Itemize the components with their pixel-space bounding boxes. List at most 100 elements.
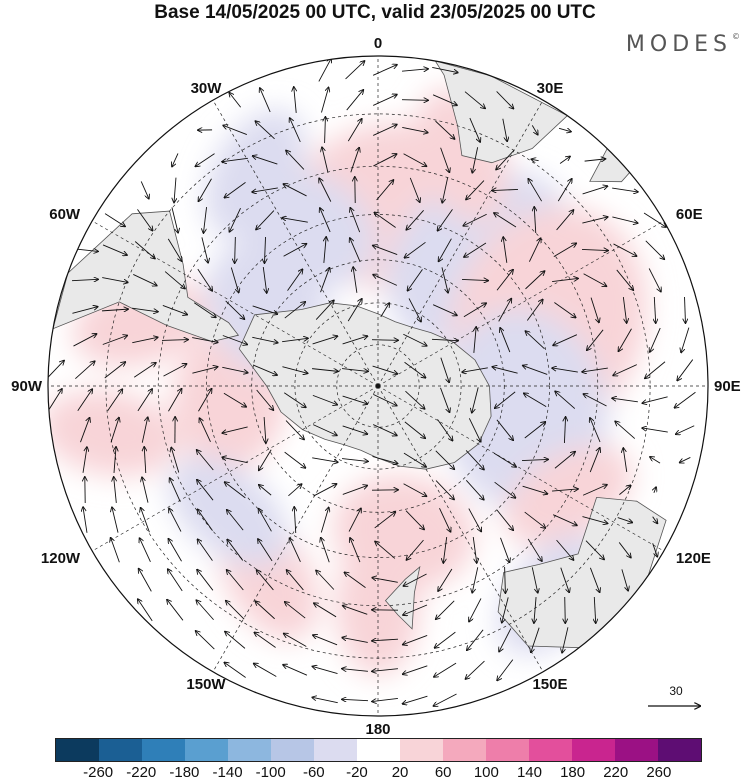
wind-vector bbox=[197, 268, 212, 291]
wind-vector bbox=[404, 421, 425, 438]
map-disc bbox=[48, 56, 708, 716]
wind-vector bbox=[582, 485, 607, 496]
wind-vector bbox=[557, 179, 571, 202]
wind-vector bbox=[594, 596, 595, 623]
meridian-line bbox=[377, 220, 664, 387]
meridian-line bbox=[377, 385, 664, 552]
wind-vector bbox=[198, 389, 211, 412]
wind-vector bbox=[315, 300, 334, 320]
wind-vector bbox=[645, 361, 666, 379]
wind-vector bbox=[552, 489, 578, 491]
wind-vector bbox=[523, 366, 548, 375]
anomaly-shading bbox=[48, 88, 648, 676]
wind-vector bbox=[257, 570, 274, 591]
meridian-label: 150E bbox=[532, 676, 567, 693]
wind-vector bbox=[503, 237, 508, 263]
wind-vector bbox=[622, 297, 626, 323]
wind-vector bbox=[347, 299, 362, 322]
wind-vector bbox=[294, 507, 296, 534]
wind-vector bbox=[174, 177, 176, 203]
wind-vector bbox=[494, 213, 517, 228]
wind-vector bbox=[582, 186, 608, 195]
wind-vector bbox=[472, 537, 476, 563]
wind-vector bbox=[643, 212, 666, 227]
wind-vector bbox=[282, 366, 307, 374]
wind-vector bbox=[322, 147, 329, 173]
wind-vector bbox=[403, 153, 427, 166]
wind-vector bbox=[282, 218, 308, 223]
wind-vector bbox=[373, 125, 397, 136]
wind-vector bbox=[650, 327, 661, 352]
wind-vector bbox=[342, 638, 368, 643]
wind-vector bbox=[558, 127, 571, 131]
wind-vector bbox=[138, 599, 153, 622]
wind-vector bbox=[48, 389, 62, 412]
wind-vector bbox=[642, 428, 668, 433]
wind-vector bbox=[440, 147, 450, 172]
wind-vector bbox=[469, 598, 482, 621]
meridian-label: 60E bbox=[676, 206, 703, 223]
wind-vector bbox=[531, 627, 540, 653]
latitude-circle bbox=[336, 344, 420, 428]
wind-vector bbox=[285, 602, 306, 619]
wind-vector bbox=[371, 340, 398, 341]
wind-vector bbox=[141, 417, 147, 443]
wind-vector bbox=[229, 208, 241, 232]
wind-vector bbox=[321, 538, 330, 563]
colorbar-bin bbox=[615, 739, 658, 761]
wind-vector bbox=[260, 88, 271, 113]
wind-vector bbox=[556, 210, 574, 231]
graticule bbox=[48, 56, 708, 716]
wind-vector bbox=[372, 698, 398, 701]
wind-vector bbox=[342, 699, 369, 700]
wind-vector bbox=[342, 458, 368, 462]
wind-vector bbox=[284, 451, 306, 468]
wind-vector bbox=[553, 243, 576, 258]
wind-vector bbox=[312, 394, 337, 404]
wind-vector bbox=[401, 100, 428, 101]
wind-vector bbox=[432, 94, 457, 105]
wind-vector bbox=[252, 336, 277, 342]
wind-vector bbox=[468, 418, 480, 441]
wind-vector bbox=[463, 303, 486, 318]
colorbar-bin bbox=[142, 739, 185, 761]
wind-vector bbox=[133, 363, 156, 378]
reference-vector-label: 30 bbox=[669, 684, 683, 698]
wind-vector bbox=[171, 207, 178, 232]
wind-vector bbox=[222, 335, 247, 345]
wind-vector bbox=[617, 517, 632, 523]
wind-vector bbox=[621, 569, 628, 590]
wind-vector bbox=[197, 570, 214, 591]
meridian-line bbox=[92, 385, 379, 552]
wind-vector bbox=[259, 509, 272, 532]
wind-vector bbox=[73, 334, 97, 347]
wind-vector bbox=[468, 508, 481, 532]
wind-vector bbox=[616, 269, 633, 290]
wind-vector bbox=[524, 511, 546, 528]
wind-vector bbox=[440, 387, 449, 412]
wind-vector bbox=[582, 516, 607, 524]
wind-vector bbox=[139, 569, 152, 592]
wind-vector bbox=[312, 457, 338, 462]
wind-vector bbox=[102, 336, 127, 345]
wind-vector bbox=[534, 207, 535, 234]
wind-vector bbox=[466, 180, 485, 200]
wind-vector bbox=[589, 448, 600, 473]
colorbar-bin bbox=[443, 739, 486, 761]
wind-vector bbox=[495, 391, 516, 408]
wind-vector bbox=[343, 606, 368, 615]
wind-vector bbox=[256, 389, 274, 410]
wind-vector bbox=[134, 241, 155, 259]
wind-vector bbox=[312, 336, 338, 345]
wind-vector bbox=[75, 361, 94, 380]
wind-vector bbox=[294, 87, 296, 113]
wind-vector bbox=[435, 120, 455, 139]
wind-vector bbox=[436, 600, 455, 619]
wind-vector bbox=[283, 244, 307, 257]
wind-vector bbox=[496, 509, 513, 530]
wind-vector bbox=[562, 627, 569, 652]
wind-vector bbox=[82, 447, 87, 473]
wind-vector bbox=[111, 538, 120, 563]
wind-vector bbox=[137, 389, 152, 412]
wind-vector bbox=[496, 150, 515, 169]
